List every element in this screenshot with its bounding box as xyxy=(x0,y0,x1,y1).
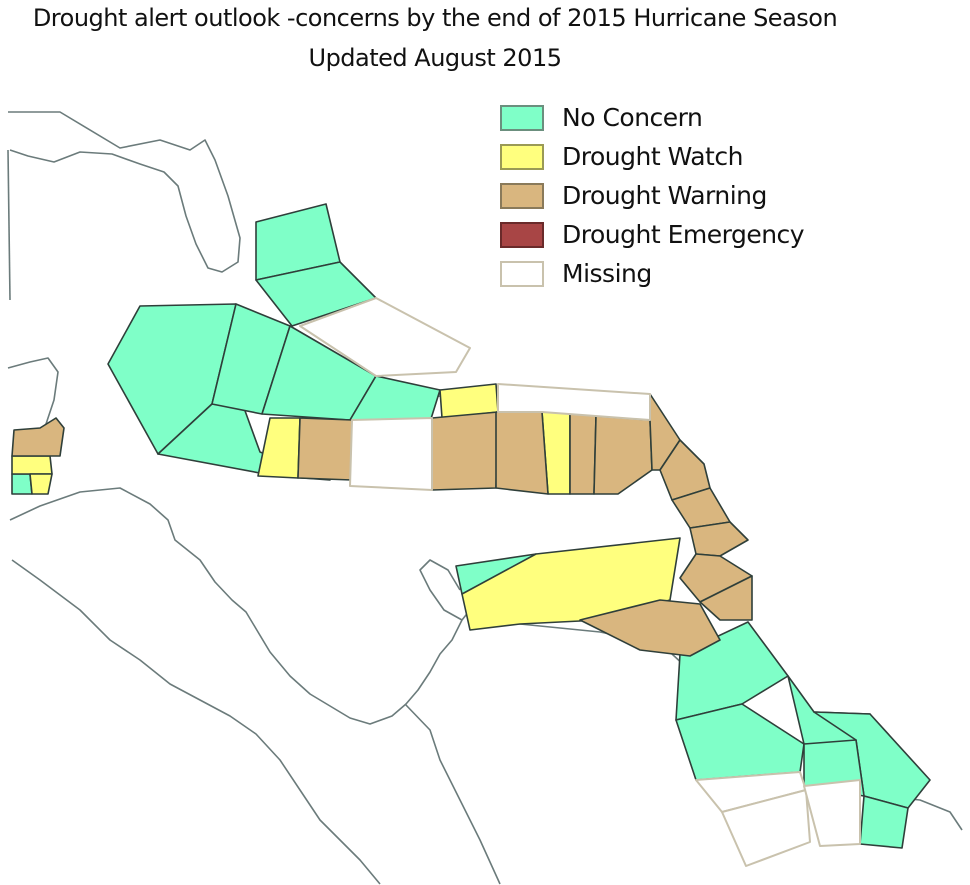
legend-item-no-concern: No Concern xyxy=(500,98,804,137)
zone-virgin-islands xyxy=(569,411,597,495)
central-america-coastline xyxy=(9,487,471,725)
zone-leeward-c xyxy=(659,439,711,501)
legend-label-drought-emergency: Drought Emergency xyxy=(562,220,805,249)
zone-belize-yellow xyxy=(11,455,53,475)
zone-suriname-missing xyxy=(803,779,861,847)
legend-item-missing: Missing xyxy=(500,254,804,293)
legend: No Concern Drought Watch Drought Warning… xyxy=(500,98,805,293)
zone-jamaica-east xyxy=(297,417,353,481)
zone-belize-green xyxy=(11,473,33,495)
zone-guyana-missing-b xyxy=(721,789,811,867)
zone-haiti xyxy=(349,417,433,491)
legend-label-no-concern: No Concern xyxy=(562,103,703,132)
legend-item-drought-watch: Drought Watch xyxy=(500,137,804,176)
zone-hispaniola-east xyxy=(431,411,499,491)
legend-item-drought-warning: Drought Warning xyxy=(500,176,804,215)
gulf-coast-mexico xyxy=(7,149,11,301)
swatch-no-concern xyxy=(500,104,544,131)
swatch-drought-warning xyxy=(500,182,544,209)
legend-label-drought-warning: Drought Warning xyxy=(562,181,767,210)
map-title: Drought alert outlook -concerns by the e… xyxy=(32,4,838,32)
colombia-coast xyxy=(419,559,463,621)
zone-guyana-south xyxy=(675,703,805,781)
zone-leeward-e xyxy=(689,521,749,557)
zone-north-atlantic xyxy=(497,383,651,421)
zone-belize-tan xyxy=(11,417,65,457)
zone-windward-b xyxy=(699,575,753,621)
zone-dominican-rep xyxy=(495,411,549,495)
central-america-pacific xyxy=(11,559,381,885)
zone-jamaica-west xyxy=(257,417,301,479)
zone-trinidad xyxy=(579,599,721,657)
swatch-drought-watch xyxy=(500,143,544,170)
zone-amapa xyxy=(859,795,909,849)
legend-item-drought-emergency: Drought Emergency xyxy=(500,215,805,254)
legend-label-drought-watch: Drought Watch xyxy=(562,142,743,171)
legend-label-missing: Missing xyxy=(562,259,652,288)
south-america-interior xyxy=(404,703,501,885)
swatch-missing xyxy=(500,260,544,287)
florida-coastline xyxy=(8,111,241,273)
zone-belize-yellow-2 xyxy=(29,473,53,495)
zone-leeward-a xyxy=(593,415,653,495)
zone-turks-caicos xyxy=(299,297,471,377)
swatch-drought-emergency xyxy=(500,221,544,248)
map-subtitle: Updated August 2015 xyxy=(308,44,562,72)
